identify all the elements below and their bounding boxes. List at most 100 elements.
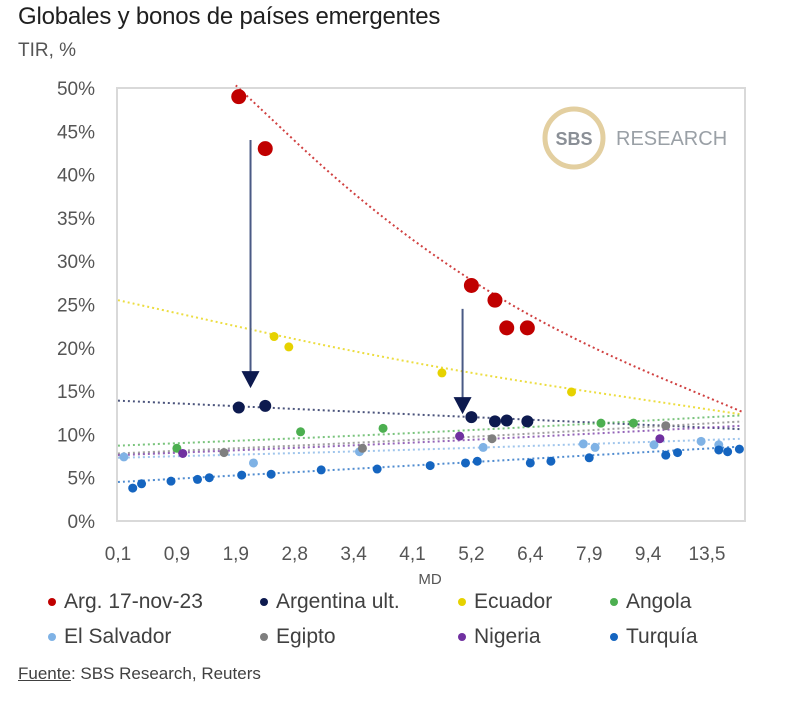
- data-point-angola: [628, 418, 638, 428]
- trendline-ecuador: [117, 299, 743, 416]
- data-point-egipto: [219, 448, 229, 458]
- source-note: Fuente: SBS Research, Reuters: [18, 664, 261, 684]
- trendline-argentina-ult-: [117, 399, 743, 431]
- data-point-egipto: [487, 434, 497, 444]
- data-point-ecuador: [284, 342, 294, 352]
- data-point-nigeria: [178, 448, 188, 458]
- data-point-nigeria: [455, 431, 465, 441]
- plot-area-frame: [116, 87, 746, 522]
- data-point-el-salvador: [248, 458, 258, 468]
- legend-item: Angola: [610, 590, 691, 614]
- x-tick-label: 1,9: [223, 544, 249, 565]
- legend-marker-icon: [48, 633, 56, 641]
- data-point-arg-17-nov-23: [499, 320, 515, 336]
- data-point-arg-17-nov-23: [519, 320, 535, 336]
- data-point-el-salvador: [478, 442, 488, 452]
- annotation-arrowhead-icon: [453, 397, 472, 415]
- legend-marker-icon: [610, 633, 618, 641]
- data-point-angola: [296, 427, 306, 437]
- scatter-chart: 0% 5% 10% 15% 20% 25% 30% 35% 40% 45% 50% 0,1 0,9 1,…: [57, 79, 746, 588]
- legend-label: Arg. 17-nov-23: [64, 590, 203, 613]
- legend-label: Turquía: [626, 625, 698, 648]
- data-point-argentina-ult: [521, 415, 534, 428]
- data-point-el-salvador: [578, 439, 588, 449]
- data-point-el-salvador: [696, 436, 706, 446]
- data-point-argentina-ult: [488, 415, 501, 428]
- data-point-ecuador: [269, 332, 279, 342]
- data-point-turquia: [723, 447, 733, 457]
- data-point-egipto: [661, 421, 671, 431]
- x-tick-label: 5,2: [458, 544, 484, 565]
- data-point-turquia: [137, 479, 147, 489]
- data-point-turquia: [472, 456, 482, 466]
- legend-item: Ecuador: [458, 590, 552, 614]
- y-tick-label: 35%: [57, 209, 95, 230]
- legend-marker-icon: [260, 598, 268, 606]
- data-point-angola: [596, 418, 606, 428]
- legend-item: Turquía: [610, 625, 698, 649]
- data-point-ecuador: [567, 387, 577, 397]
- x-tick-label: 7,9: [576, 544, 602, 565]
- x-tick-label: 13,5: [689, 544, 726, 565]
- source-text: : SBS Research, Reuters: [70, 664, 261, 683]
- y-tick-label: 30%: [57, 252, 95, 273]
- data-point-turquia: [128, 483, 138, 493]
- source-label: Fuente: [18, 664, 71, 683]
- data-point-arg-17-nov-23: [257, 141, 273, 157]
- legend-marker-icon: [260, 633, 268, 641]
- data-point-argentina-ult: [259, 399, 272, 412]
- data-point-el-salvador: [649, 440, 659, 450]
- data-point-el-salvador: [119, 452, 129, 462]
- y-tick-label: 40%: [57, 166, 95, 187]
- data-point-turquia: [193, 474, 203, 484]
- data-point-argentina-ult: [465, 411, 478, 424]
- legend-item: Argentina ult.: [260, 590, 400, 614]
- data-point-turquia: [461, 458, 471, 468]
- data-point-angola: [172, 443, 182, 453]
- legend-marker-icon: [458, 633, 466, 641]
- legend-item: El Salvador: [48, 625, 171, 649]
- y-tick-label: 50%: [57, 79, 95, 100]
- x-axis-label: MD: [418, 571, 441, 588]
- legend-label: Angola: [626, 590, 692, 613]
- data-point-turquia: [673, 448, 683, 458]
- data-point-ecuador: [437, 368, 447, 378]
- legend-marker-icon: [610, 598, 618, 606]
- sbs-research-logo: SBS RESEARCH: [542, 106, 727, 170]
- trendline-egipto: [117, 420, 743, 455]
- x-tick-label: 9,4: [635, 544, 662, 565]
- legend-label: Argentina ult.: [276, 590, 400, 613]
- x-tick-label: 6,4: [517, 544, 544, 565]
- legend-label: El Salvador: [64, 625, 172, 648]
- x-tick-label: 0,9: [164, 544, 190, 565]
- x-tick-label: 4,1: [399, 544, 425, 565]
- y-tick-label: 0%: [68, 512, 96, 533]
- data-point-turquia: [546, 456, 556, 466]
- data-point-turquia: [237, 470, 247, 480]
- data-point-arg-17-nov-23: [231, 89, 247, 105]
- data-point-egipto: [357, 443, 367, 453]
- legend-item: Egipto: [260, 625, 336, 649]
- legend-marker-icon: [48, 598, 56, 606]
- logo-research-text: RESEARCH: [616, 128, 727, 150]
- y-tick-label: 5%: [68, 469, 96, 490]
- x-tick-label: 3,4: [340, 544, 367, 565]
- legend-item: Nigeria: [458, 625, 541, 649]
- data-point-turquia: [316, 465, 326, 475]
- y-tick-label: 10%: [57, 425, 95, 446]
- legend-item: Arg. 17-nov-23: [48, 590, 203, 614]
- data-point-turquia: [425, 461, 435, 471]
- y-tick-label: 45%: [57, 122, 95, 143]
- y-axis-unit-label: TIR, %: [18, 40, 77, 61]
- y-tick-label: 20%: [57, 339, 95, 360]
- data-point-el-salvador: [590, 442, 600, 452]
- data-point-turquia: [584, 453, 594, 463]
- trendline-el-salvador: [117, 437, 743, 459]
- legend-marker-icon: [458, 598, 466, 606]
- x-tick-label: 0,1: [105, 544, 131, 565]
- legend-label: Ecuador: [474, 590, 553, 613]
- data-point-angola: [378, 423, 388, 433]
- trendline-nigeria: [117, 424, 743, 457]
- legend-label: Egipto: [276, 625, 336, 648]
- data-point-argentina-ult: [232, 401, 245, 414]
